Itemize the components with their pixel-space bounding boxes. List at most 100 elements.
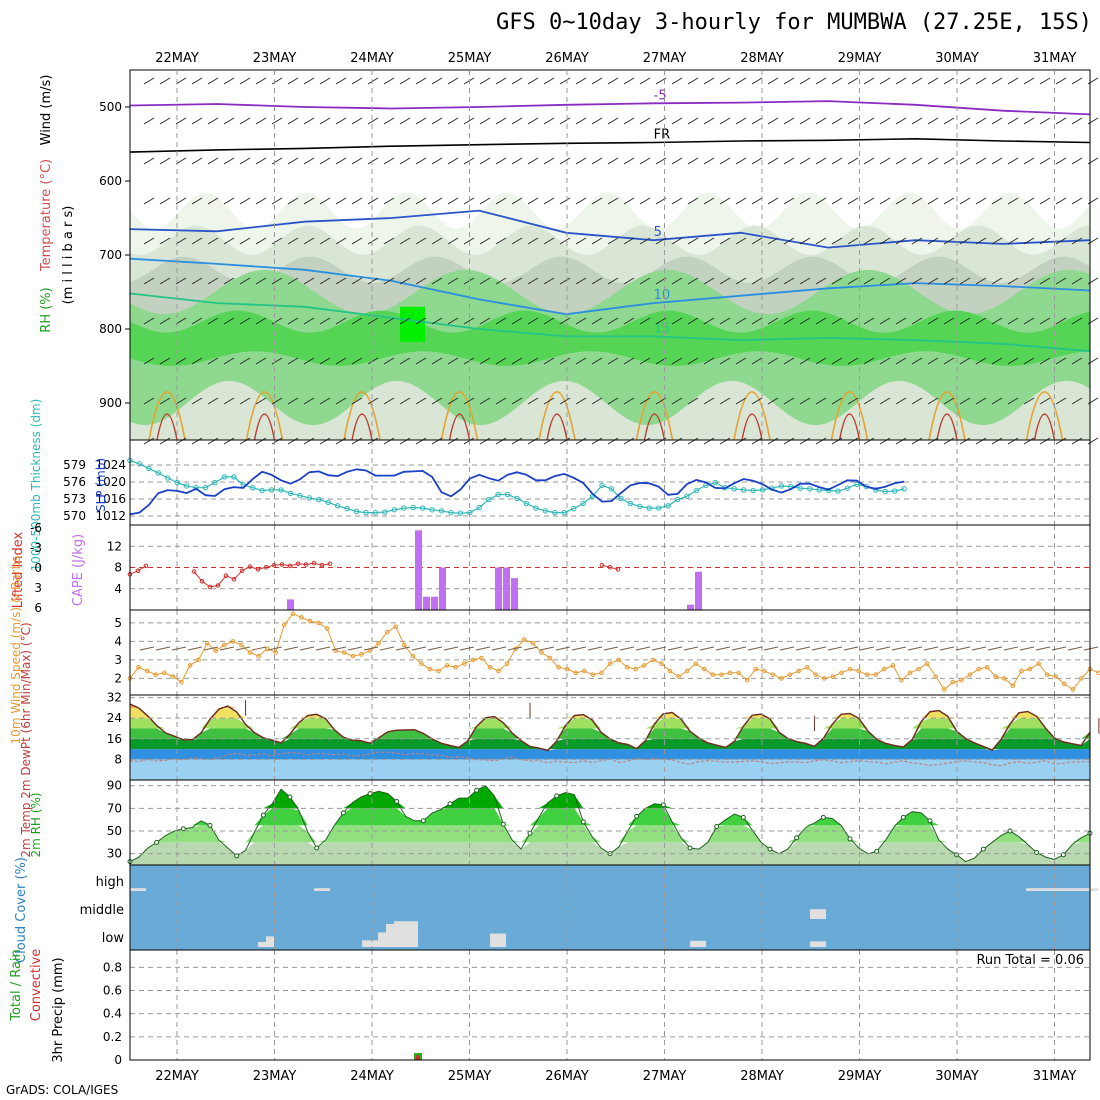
wind-barb	[415, 277, 427, 285]
cloud-low-block	[810, 941, 826, 947]
rh-marker	[154, 839, 160, 845]
thickness-marker	[627, 500, 634, 507]
wind-barb	[463, 117, 475, 125]
date-label-bottom: 31MAY	[1033, 1069, 1077, 1084]
wind-speed-marker	[1010, 683, 1016, 689]
wind-barb	[703, 117, 715, 125]
wind-speed-marker	[1096, 670, 1100, 676]
wind-barb	[895, 437, 907, 445]
wind-barb	[303, 237, 315, 245]
wind-barb	[559, 437, 571, 445]
wind-barb	[447, 157, 459, 165]
wind-barb	[447, 237, 459, 245]
wind-barb	[783, 117, 795, 125]
wind-barb	[479, 317, 491, 325]
wind-speed-marker	[547, 655, 553, 661]
wind-barb	[143, 277, 155, 285]
temperature-contour-25	[156, 413, 178, 441]
wind-barb	[191, 197, 203, 205]
temperature-band	[130, 707, 1090, 719]
axis-label-thickness: 1000-500mb Thickness (dm)	[29, 399, 43, 572]
rh-tick-label: 90	[107, 779, 122, 793]
thickness-marker	[797, 485, 803, 491]
wind-barb	[591, 157, 603, 165]
wind-speed-marker	[136, 664, 141, 670]
wind-barb	[303, 117, 315, 125]
wind-barb	[783, 357, 795, 365]
wind-speed-marker	[581, 668, 587, 674]
rh-tick-label: 50	[107, 824, 122, 838]
wind-barb	[735, 397, 747, 405]
thickness-marker	[155, 470, 162, 476]
wind-speed-marker	[907, 670, 913, 676]
wind-barb	[607, 197, 619, 205]
cloud-tick-label: high	[96, 875, 124, 890]
wind-speed-marker	[770, 672, 776, 677]
wind-barb	[287, 197, 299, 205]
wind-barb	[863, 277, 875, 285]
wind-barb	[459, 646, 475, 651]
wind-barb	[351, 157, 363, 165]
rh-marker	[367, 791, 373, 797]
wind-barb	[815, 157, 827, 165]
wind-barb	[319, 237, 331, 245]
wind-speed-marker	[419, 661, 424, 666]
wind-barb	[863, 357, 875, 365]
rh-marker	[500, 821, 506, 827]
y-tick-label: 900	[99, 396, 122, 410]
rh-marker	[980, 846, 986, 852]
wind-barb	[751, 117, 763, 125]
wind-barb	[511, 317, 523, 325]
wind-barb	[687, 357, 699, 365]
rh-marker	[794, 835, 800, 841]
temperature-contour-25	[448, 413, 471, 441]
wind-barb	[927, 157, 939, 165]
wind-barb	[959, 237, 971, 245]
date-label-bottom: 30MAY	[935, 1069, 979, 1084]
wind-barb	[527, 317, 539, 325]
wind-barb	[363, 646, 379, 651]
wind-speed-marker	[984, 664, 990, 670]
wind-barb	[799, 317, 811, 325]
date-label-top: 25MAY	[448, 51, 492, 66]
wind-speed-marker	[933, 674, 939, 679]
wind-barb	[1039, 197, 1051, 205]
wind-barb	[1071, 397, 1083, 405]
wind-barb	[783, 197, 795, 205]
wind-barb	[831, 437, 843, 445]
wind-barb	[479, 357, 491, 365]
wind-barb	[571, 646, 587, 651]
wind-barb	[879, 197, 891, 205]
wind-barb	[975, 437, 987, 445]
wind-barb	[719, 437, 731, 445]
wind-barb	[1007, 317, 1019, 325]
wind-barb	[495, 277, 507, 285]
wind-barb	[239, 437, 251, 445]
rh-marker	[1034, 850, 1040, 856]
wind-barb	[1007, 157, 1019, 165]
wind-barb	[495, 237, 507, 245]
thickness-marker	[882, 488, 888, 495]
wind-barb	[351, 77, 363, 85]
wind-barb	[639, 397, 651, 405]
temperature-contour-20	[635, 391, 674, 441]
rh-band	[130, 825, 1090, 843]
wind-barb	[687, 77, 699, 85]
lifted-index-marker	[319, 562, 325, 568]
wind-barb	[815, 437, 827, 445]
lifted-index-marker	[615, 567, 621, 572]
wind-barb	[671, 277, 683, 285]
wind-barb	[527, 357, 539, 365]
wind-barb	[639, 77, 651, 85]
wind-speed-marker	[684, 668, 690, 674]
wind-barb	[543, 317, 555, 325]
wind-barb	[239, 397, 251, 405]
rh-marker	[714, 823, 720, 829]
wind-barb	[1023, 237, 1035, 245]
cross-section-panel: -5 FR 5 10 15 500 600 700 800 900 Wind (m/s) Temper…	[39, 69, 1099, 445]
cloud-low-block	[394, 921, 418, 947]
cloud-low-block	[266, 936, 274, 947]
lifted-index-marker	[215, 583, 221, 588]
wind-barb	[1039, 357, 1051, 365]
wind-barb	[975, 277, 987, 285]
